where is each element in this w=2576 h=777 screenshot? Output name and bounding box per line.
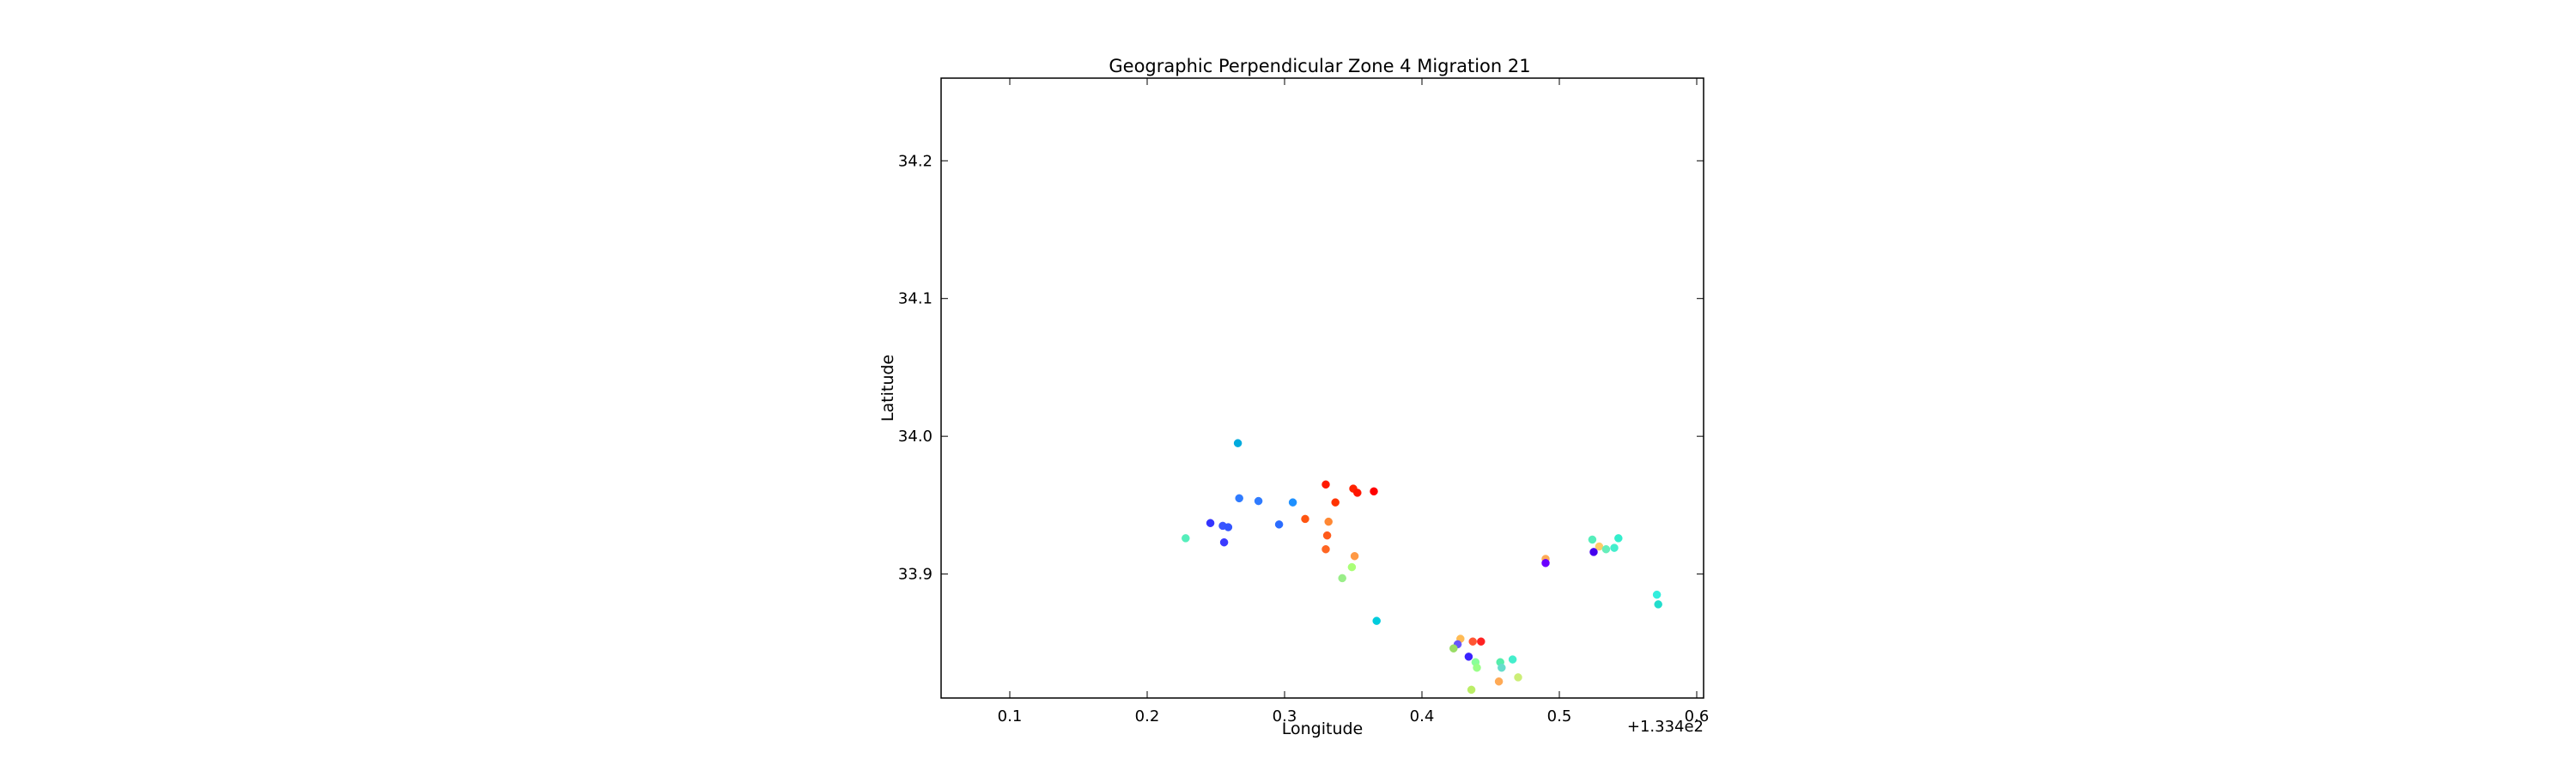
data-point	[1508, 655, 1517, 664]
data-point	[1494, 677, 1504, 686]
data-point	[1473, 663, 1481, 672]
y-axis: 33.9 34.0 34.1 34.2	[898, 152, 1704, 584]
x-tick-label: 0.5	[1547, 707, 1572, 725]
x-tick-label: 0.4	[1410, 707, 1435, 725]
data-point	[1235, 494, 1243, 503]
y-tick-label: 34.2	[898, 152, 933, 170]
data-point	[1467, 685, 1476, 695]
data-point	[1350, 551, 1359, 561]
data-point	[1601, 544, 1611, 554]
x-tick-label: 0.3	[1273, 707, 1297, 725]
data-point	[1370, 487, 1378, 496]
data-point	[1610, 543, 1619, 552]
data-point	[1254, 496, 1263, 506]
data-point	[1589, 548, 1598, 556]
x-tick-label: 0.2	[1135, 707, 1160, 725]
data-point	[1322, 531, 1332, 540]
data-point	[1288, 498, 1297, 507]
x-tick-label: 0.6	[1685, 707, 1710, 725]
data-point	[1588, 535, 1597, 544]
chart-title: Geographic Perpendicular Zone 4 Migratio…	[1109, 56, 1530, 76]
data-point	[1498, 663, 1506, 672]
data-point	[1274, 520, 1284, 529]
data-point	[1353, 489, 1362, 497]
y-tick-label: 34.1	[898, 290, 933, 308]
data-point	[1449, 644, 1458, 653]
x-axis: 0.1 0.2 0.3 0.4 0.5 0.6	[998, 78, 1710, 725]
data-point	[1347, 562, 1357, 572]
data-point	[1477, 637, 1485, 646]
data-point	[1654, 600, 1662, 609]
data-point	[1224, 523, 1233, 531]
data-point	[1464, 653, 1473, 661]
data-point	[1614, 534, 1623, 543]
data-point	[1324, 517, 1333, 526]
data-point	[1301, 514, 1309, 524]
data-point	[1514, 673, 1522, 682]
y-tick-label: 33.9	[898, 566, 933, 584]
plot-area: 0.1 0.2 0.3 0.4 0.5 0.6 33.9 34.0 34.1 34.2	[898, 77, 1710, 725]
data-point	[1182, 534, 1190, 543]
x-axis-label: Longitude	[1282, 719, 1364, 738]
data-point	[1219, 537, 1229, 547]
plot-frame	[940, 77, 1704, 699]
data-point	[1321, 480, 1330, 489]
data-points	[1182, 439, 1662, 695]
y-tick-label: 34.0	[898, 428, 933, 446]
data-point	[1468, 637, 1477, 646]
data-point	[1321, 544, 1330, 554]
data-point	[1541, 559, 1550, 568]
data-point	[1233, 439, 1242, 447]
y-axis-label: Latitude	[878, 355, 897, 422]
data-point	[1372, 616, 1381, 625]
x-tick-label: 0.1	[998, 707, 1023, 725]
data-point	[1331, 498, 1340, 507]
data-point	[1206, 519, 1215, 527]
data-point	[1338, 574, 1346, 583]
data-point	[1652, 590, 1662, 599]
x-axis-offset-label: +1.334e2	[1627, 718, 1704, 736]
